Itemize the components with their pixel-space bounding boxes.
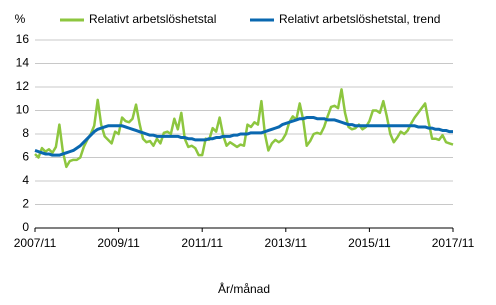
x-tick-label: 2017/11 — [432, 236, 475, 250]
y-axis-label: % — [15, 12, 26, 26]
x-tick-label: 2015/11 — [348, 236, 391, 250]
y-tick-label: 12 — [16, 79, 30, 93]
y-tick-label: 8 — [22, 126, 29, 140]
series-line — [34, 116, 453, 157]
legend-label: Relativt arbetslöshetstal, trend — [279, 12, 440, 26]
x-tick-label: 2009/11 — [97, 236, 140, 250]
y-tick-label: 0 — [22, 220, 29, 234]
x-tick-label: 2007/11 — [14, 236, 57, 250]
y-tick-label: 2 — [22, 197, 29, 211]
y-tick-label: 10 — [16, 103, 30, 117]
y-tick-label: 14 — [16, 56, 30, 70]
y-tick-label: 4 — [22, 173, 29, 187]
y-tick-label: 6 — [22, 150, 29, 164]
y-tick-label: 16 — [16, 32, 30, 46]
series-line — [34, 88, 454, 169]
legend-label: Relativt arbetslöshetstal — [89, 12, 216, 26]
x-axis-label: År/månad — [218, 281, 270, 296]
x-tick-label: 2011/11 — [181, 236, 223, 250]
x-tick-label: 2013/11 — [265, 236, 308, 250]
